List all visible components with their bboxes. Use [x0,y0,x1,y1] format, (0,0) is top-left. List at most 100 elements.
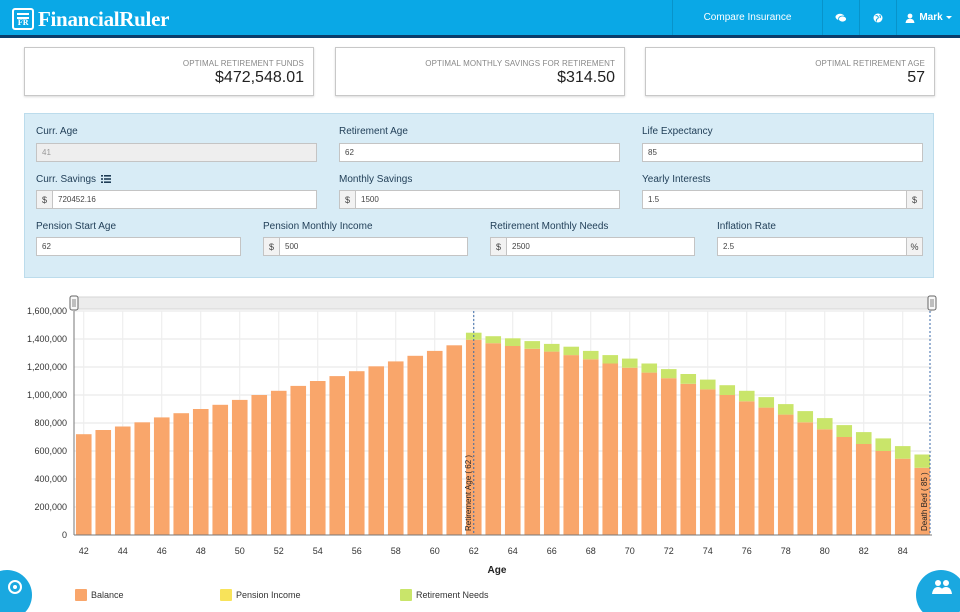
gear-icon [8,580,22,594]
needs-bar [602,355,619,364]
top-navbar: FR FinancialRuler Compare Insurance Mark [0,0,960,38]
curr-age-label: Curr. Age [36,126,78,137]
y-tick-label: 1,400,000 [27,334,67,344]
chat-button[interactable] [822,0,859,35]
people-icon [932,580,952,594]
x-tick-label: 84 [898,546,908,556]
balance-bar [699,389,716,535]
x-tick-label: 52 [274,546,284,556]
list-icon[interactable] [100,175,111,184]
balance-bar [836,437,853,535]
balance-bar [270,390,287,535]
pension-start-age-input[interactable]: 62 [36,237,241,256]
curr-savings-label: Curr. Savings [36,174,97,185]
x-tick-label: 56 [352,546,362,556]
monthly-savings-label: Monthly Savings [339,174,413,185]
x-tick-label: 48 [196,546,206,556]
balance-bar [368,366,385,535]
inflation-rate-input[interactable]: 2.5 [717,237,907,256]
balance-bar [875,451,892,535]
y-tick-label: 400,000 [34,474,67,484]
x-tick-label: 68 [586,546,596,556]
balance-bar [894,458,911,535]
x-tick-label: 64 [508,546,518,556]
balance-bar [75,434,92,535]
y-tick-label: 600,000 [34,446,67,456]
pension-start-age-label: Pension Start Age [36,221,117,232]
brand-badge-icon: FR [12,8,34,30]
x-tick-label: 78 [781,546,791,556]
retirement-age-input[interactable]: 62 [339,143,620,162]
brand-logo[interactable]: FR FinancialRuler [12,6,169,32]
x-tick-label: 62 [469,546,479,556]
x-tick-label: 72 [664,546,674,556]
balance-bar [914,467,931,535]
balance-bar [777,414,794,535]
needs-bar [894,446,911,459]
compare-insurance-link[interactable]: Compare Insurance [672,0,822,35]
balance-bar [153,417,170,535]
needs-bar [738,390,755,402]
zoom-handle-left[interactable] [69,295,79,311]
needs-bar [621,358,638,368]
balance-bar [602,363,619,535]
balance-bar [855,444,872,535]
yearly-interests-input[interactable]: 1.5 [642,190,907,209]
balance-bar [173,413,190,535]
balance-bar [212,404,229,535]
life-expectancy-input[interactable]: 85 [642,143,923,162]
balance-bar [758,407,775,535]
balance-bar [114,426,131,535]
optimal-savings-value: $314.50 [557,69,615,86]
globe-icon [873,13,883,22]
x-tick-label: 76 [742,546,752,556]
legend-needs[interactable]: Retirement Needs [400,588,489,602]
balance-bar [192,409,209,535]
balance-bar [134,422,151,535]
curr-savings-currency-addon: $ [36,190,53,209]
needs-bar [719,385,736,395]
people-corner-button[interactable] [916,570,960,612]
balance-bar [407,355,424,535]
balance-bar [290,385,307,535]
settings-corner-button[interactable] [0,570,32,612]
optimal-age-card: Optimal Retirement Age 57 [645,47,935,96]
legend-pension-label: Pension Income [236,590,301,600]
needs-bar [836,425,853,437]
legend-pension-swatch [220,589,232,601]
balance-bar [348,371,365,535]
legend-pension[interactable]: Pension Income [220,588,301,602]
pension-income-input[interactable]: 500 [279,237,468,256]
brand-name: FinancialRuler [38,6,170,31]
x-tick-label: 74 [703,546,713,556]
balance-bar [641,372,658,535]
balance-bar [563,355,580,535]
x-tick-label: 58 [391,546,401,556]
curr-savings-label-wrap: Curr. Savings [36,174,111,185]
inflation-percent-addon: % [906,237,923,256]
optimal-savings-card: Optimal Monthly Savings for Retirement $… [335,47,625,96]
needs-bar [641,363,658,373]
curr-savings-input[interactable]: 720452.16 [52,190,317,209]
user-icon [905,13,915,23]
optimal-savings-label: Optimal Monthly Savings for Retirement [425,59,615,68]
balance-bar [446,345,463,535]
retirement-needs-input[interactable]: 2500 [506,237,695,256]
balance-bar [251,395,268,535]
y-tick-label: 800,000 [34,418,67,428]
monthly-savings-input[interactable]: 1500 [355,190,620,209]
balance-bar [680,383,697,535]
legend-balance[interactable]: Balance [75,588,124,602]
balance-bar [816,429,833,535]
legend-needs-label: Retirement Needs [416,590,489,600]
user-menu[interactable]: Mark [896,0,960,35]
pension-income-label: Pension Monthly Income [263,221,373,232]
needs-bar [543,343,560,352]
y-tick-label: 1,200,000 [27,362,67,372]
globe-button[interactable] [859,0,896,35]
zoom-handle-right[interactable] [927,295,937,311]
x-tick-label: 60 [430,546,440,556]
balance-bar [621,367,638,535]
retirement-form: Curr. Age 41 Retirement Age 62 Life Expe… [24,113,934,278]
optimal-funds-value: $472,548.01 [215,69,304,86]
